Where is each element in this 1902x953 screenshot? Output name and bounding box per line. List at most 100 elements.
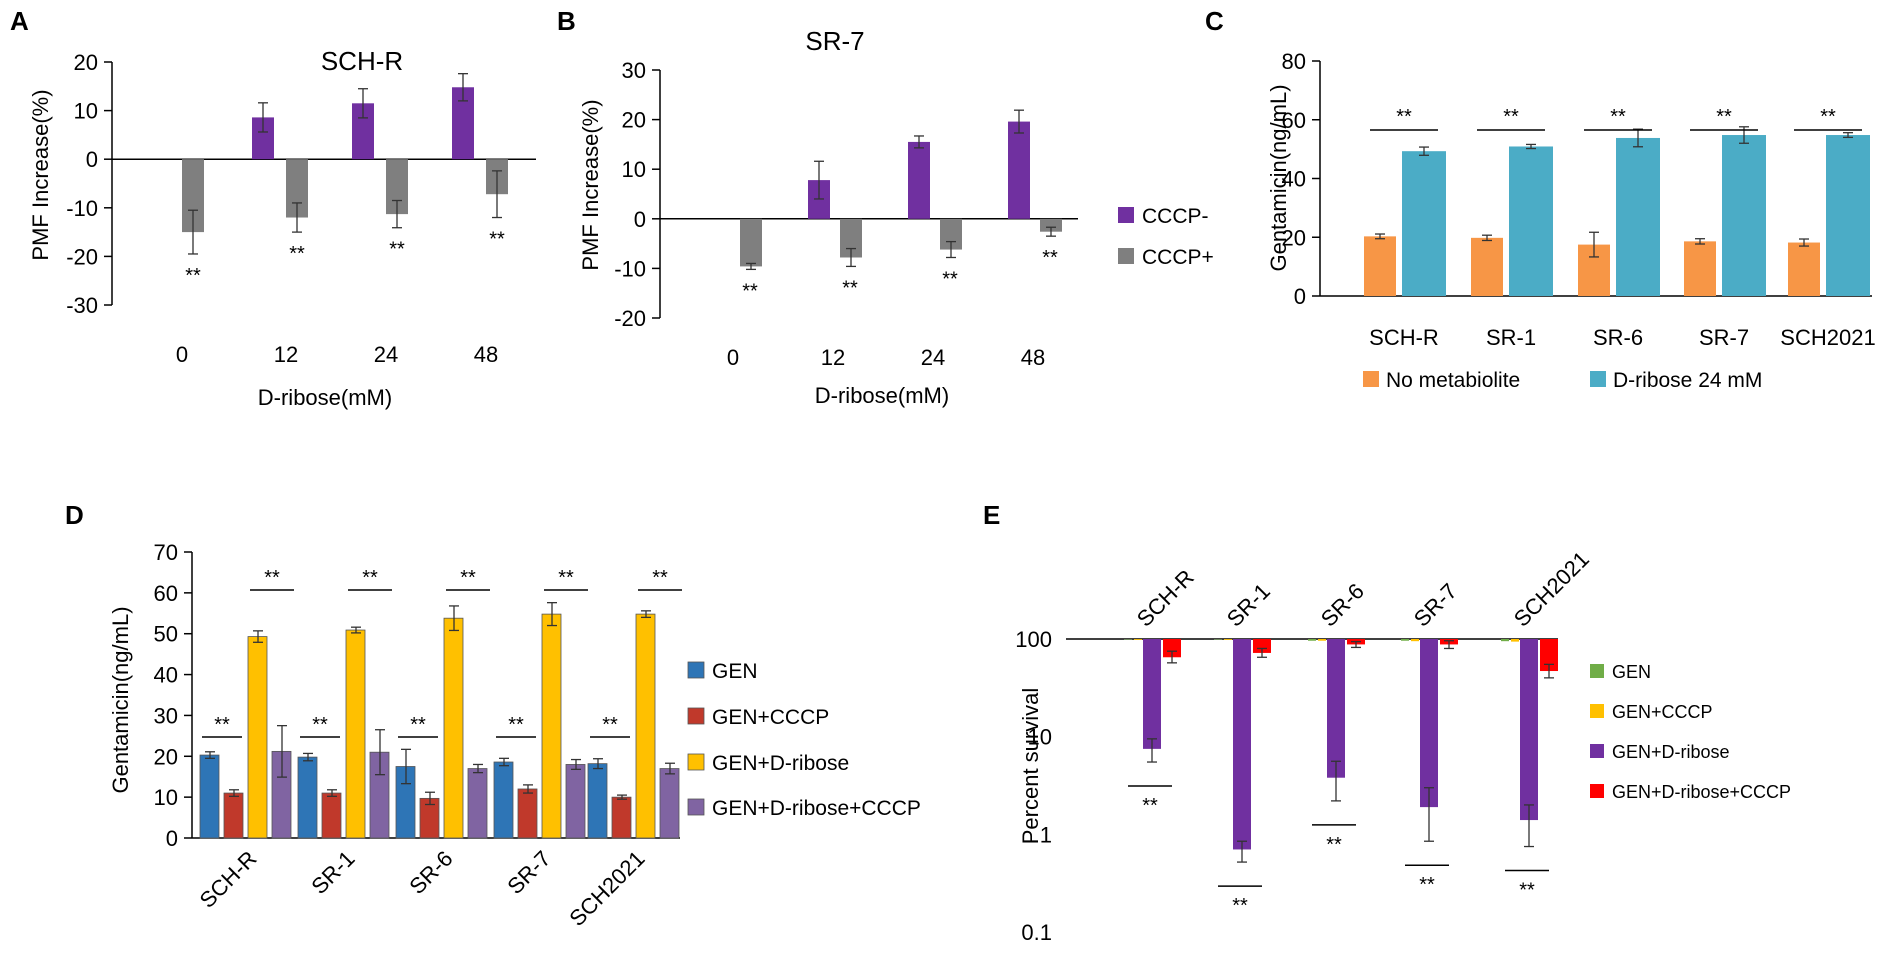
- d-ytick-label: 10: [154, 785, 178, 810]
- panel-letter-d: D: [65, 500, 84, 530]
- e-significance: **: [1519, 880, 1535, 902]
- b-legend-swatch-cccp-plus: [1118, 248, 1134, 264]
- a-bar-cccp-minus: [352, 103, 374, 160]
- a-ytick-label: -20: [66, 244, 98, 269]
- a-ytick-label: 0: [86, 147, 98, 172]
- a-xlabel: D-ribose(mM): [258, 385, 392, 410]
- e-legend-label-gen-cccp: GEN+CCCP: [1612, 702, 1713, 722]
- e-xtick-label: SR-1: [1222, 578, 1275, 631]
- b-ytick-label: -20: [614, 306, 646, 331]
- d-bar-gen-d-ribose-cccp: [565, 764, 586, 839]
- e-bar-gen-d-ribose: [1520, 639, 1538, 821]
- c-bar-no-metabolite: [1364, 236, 1396, 296]
- b-significance: **: [842, 277, 858, 299]
- d-legend-label-gen-cccp: GEN+CCCP: [712, 706, 829, 729]
- d-ytick-label: 50: [154, 622, 178, 647]
- b-significance: **: [942, 268, 958, 290]
- d-bar-gen-d-ribose: [541, 613, 562, 839]
- d-bar-gen-cccp: [611, 796, 632, 839]
- e-bar-gen: [1501, 639, 1509, 642]
- d-significance-low: **: [312, 714, 328, 736]
- a-ytick-label: -10: [66, 196, 98, 221]
- d-bar-gen: [587, 763, 608, 839]
- c-xtick-label: SR-7: [1699, 325, 1749, 350]
- b-xtick-label: 24: [921, 345, 945, 370]
- e-legend-swatch-gen-d-ribose: [1590, 744, 1604, 758]
- c-significance: **: [1820, 106, 1836, 128]
- d-bar-gen-cccp: [321, 792, 342, 839]
- d-bar-gen: [297, 756, 318, 839]
- b-ytick-label: 30: [622, 58, 646, 83]
- c-ytick-label: 0: [1294, 284, 1306, 309]
- c-bar-d-ribose: [1616, 137, 1660, 296]
- d-significance-low: **: [410, 714, 426, 736]
- e-bar-gen-cccp: [1511, 639, 1519, 642]
- c-legend-label-d-ribose: D-ribose 24 mM: [1613, 369, 1762, 392]
- d-significance-high: **: [460, 567, 476, 589]
- e-bar-gen-d-ribose-cccp: [1540, 639, 1558, 672]
- e-bar-gen-cccp: [1134, 639, 1142, 640]
- d-legend-label-gen-d-ribose: GEN+D-ribose: [712, 752, 849, 775]
- b-significance: **: [1042, 247, 1058, 269]
- c-significance: **: [1610, 106, 1626, 128]
- d-significance-low: **: [602, 714, 618, 736]
- c-significance: **: [1396, 106, 1412, 128]
- b-xtick-label: 12: [821, 345, 845, 370]
- b-ylabel: PMF Increase(%): [578, 99, 603, 270]
- e-legend-swatch-gen-d-ribose-cccp: [1590, 784, 1604, 798]
- d-ytick-label: 20: [154, 744, 178, 769]
- a-title: SCH-R: [321, 46, 403, 76]
- b-ytick-label: 20: [622, 108, 646, 133]
- d-legend-label-gen: GEN: [712, 660, 758, 683]
- c-bar-d-ribose: [1722, 135, 1766, 296]
- e-ylabel: Percent survival: [1018, 688, 1043, 845]
- c-bar-no-metabolite: [1684, 241, 1716, 296]
- a-xtick-label: 24: [374, 342, 398, 367]
- e-xtick-label: SR-6: [1316, 578, 1369, 631]
- a-xtick-label: 12: [274, 342, 298, 367]
- a-bar-cccp-plus: [386, 159, 408, 215]
- d-xtick-label: SR-1: [306, 846, 359, 899]
- d-bar-gen-d-ribose: [345, 629, 366, 839]
- e-ytick-label: 10: [1028, 725, 1052, 750]
- e-significance: **: [1232, 895, 1248, 917]
- c-ytick-label: 20: [1282, 225, 1306, 250]
- d-bar-gen: [199, 754, 220, 839]
- c-xtick-label: SCH2021: [1780, 325, 1875, 350]
- d-bar-gen-cccp: [223, 792, 244, 839]
- e-bar-gen-d-ribose-cccp: [1163, 639, 1181, 658]
- d-legend-label-gen-d-ribose-cccp: GEN+D-ribose+CCCP: [712, 797, 921, 820]
- e-bar-gen: [1401, 639, 1409, 641]
- b-bar-cccp-plus: [940, 218, 962, 250]
- d-bar-gen: [493, 761, 514, 839]
- b-ytick-label: 0: [634, 207, 646, 232]
- c-legend-swatch-d-ribose: [1590, 371, 1606, 387]
- e-xtick-label: SR-7: [1409, 578, 1462, 631]
- a-xtick-label: 48: [474, 342, 498, 367]
- a-significance: **: [185, 265, 201, 287]
- panel-letter-b: B: [557, 6, 576, 36]
- e-ytick-label: 0.1: [1021, 920, 1052, 945]
- d-significance-low: **: [214, 714, 230, 736]
- d-ytick-label: 60: [154, 581, 178, 606]
- d-bar-gen-d-ribose: [247, 636, 268, 839]
- e-bar-gen-cccp: [1318, 639, 1326, 641]
- d-xtick-label: SCH2021: [564, 846, 649, 931]
- d-significance-high: **: [558, 567, 574, 589]
- e-legend-label-gen-d-ribose: GEN+D-ribose: [1612, 742, 1730, 762]
- e-bar-gen-cccp: [1224, 639, 1232, 640]
- panel-letter-a: A: [10, 6, 29, 36]
- a-xtick-label: 0: [176, 342, 188, 367]
- d-ytick-label: 70: [154, 540, 178, 565]
- d-ytick-label: 30: [154, 703, 178, 728]
- a-ytick-label: -30: [66, 293, 98, 318]
- e-bar-gen: [1308, 639, 1316, 641]
- c-legend-swatch-no-metabolite: [1363, 371, 1379, 387]
- b-significance: **: [742, 280, 758, 302]
- e-legend-label-gen: GEN: [1612, 662, 1651, 682]
- d-legend-swatch-gen-cccp: [687, 707, 705, 725]
- a-bar-cccp-plus: [182, 159, 204, 233]
- a-significance: **: [389, 239, 405, 261]
- d-bar-gen-cccp: [517, 788, 538, 839]
- panel-letter-c: C: [1205, 6, 1224, 36]
